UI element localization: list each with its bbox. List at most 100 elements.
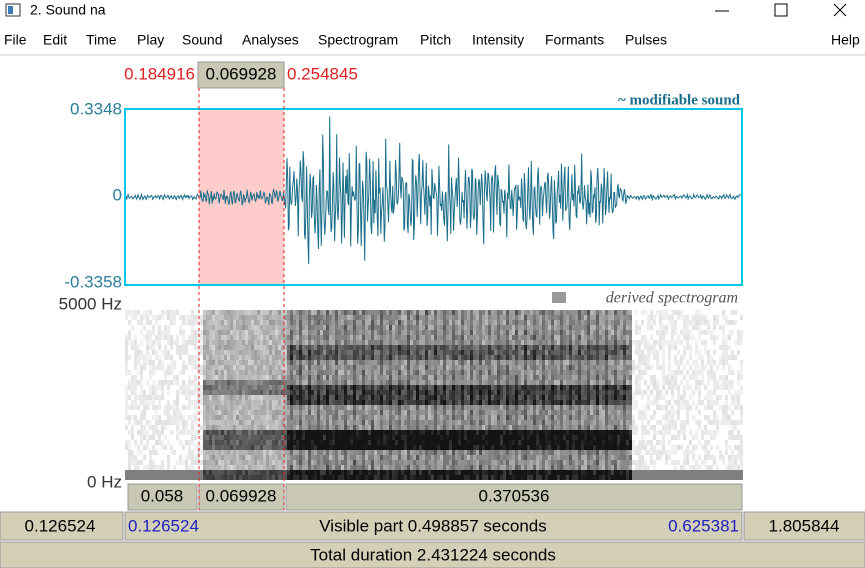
spectrogram-cell	[551, 425, 554, 430]
spectrogram-cell	[536, 355, 539, 360]
spectrogram-cell	[140, 315, 143, 320]
spectrogram-cell	[416, 390, 419, 395]
spectrogram-cell	[521, 400, 524, 405]
spectrogram-cell	[434, 385, 437, 390]
menu-item[interactable]: Pitch	[420, 32, 451, 48]
spectrogram-cell	[329, 340, 332, 345]
spectrogram-cell	[224, 380, 227, 385]
menu-item[interactable]: Pulses	[625, 32, 667, 48]
spectrogram-cell	[572, 430, 575, 435]
spectrogram-cell	[539, 310, 542, 315]
spectrogram-cell	[245, 450, 248, 455]
menu-item[interactable]: File	[4, 32, 27, 48]
spectrogram-cell	[575, 460, 578, 465]
spectrogram-cell	[215, 455, 218, 460]
spectrogram-cell	[485, 470, 488, 475]
spectrogram-cell	[314, 340, 317, 345]
menu-item[interactable]: Intensity	[472, 32, 524, 48]
spectrogram-cell	[470, 460, 473, 465]
close-button[interactable]	[833, 3, 847, 17]
spectrogram-cell	[215, 460, 218, 465]
spectrogram-cell	[479, 470, 482, 475]
spectrogram-cell	[500, 345, 503, 350]
spectrogram-cell	[440, 450, 443, 455]
spectrogram-cell	[446, 345, 449, 350]
spectrogram-cell	[527, 420, 530, 425]
spectrogram-cell	[389, 450, 392, 455]
menu-item[interactable]: Time	[86, 32, 117, 48]
spectrogram-cell	[362, 425, 365, 430]
spectrogram-cell	[545, 340, 548, 345]
spectrogram-cell	[404, 335, 407, 340]
waveform-frame[interactable]	[124, 108, 743, 286]
spectrogram-cell	[326, 395, 329, 400]
spectrogram-cell	[467, 350, 470, 355]
spectrogram-cell	[329, 395, 332, 400]
maximize-button[interactable]	[774, 3, 788, 17]
spectrogram-cell	[257, 340, 260, 345]
spectrogram-cell	[437, 435, 440, 440]
spectrogram-cell	[353, 390, 356, 395]
spectrogram-cell	[506, 455, 509, 460]
spectrogram-cell	[299, 390, 302, 395]
spectrogram-cell	[470, 435, 473, 440]
spectrogram-cell	[422, 470, 425, 475]
spectrogram-cell	[440, 320, 443, 325]
menu-item[interactable]: Help	[831, 32, 860, 48]
menu-item[interactable]: Formants	[545, 32, 604, 48]
spectrogram-cell	[446, 425, 449, 430]
spectrogram-cell	[359, 385, 362, 390]
spectrogram-cell	[452, 350, 455, 355]
spectrogram-cell	[494, 460, 497, 465]
waveform-label: ~ modifiable sound	[618, 92, 741, 108]
spectrogram-cell	[224, 435, 227, 440]
spectrogram-cell	[299, 455, 302, 460]
spectrogram-cell	[395, 440, 398, 445]
spectrogram-cell	[203, 365, 206, 370]
spectrogram-cell	[365, 470, 368, 475]
spectrogram-cell	[557, 330, 560, 335]
spectrogram-cell	[296, 430, 299, 435]
spectrogram-cell	[275, 345, 278, 350]
spectrogram-cell	[245, 400, 248, 405]
spectrogram-cell	[569, 390, 572, 395]
menu-item[interactable]: Spectrogram	[318, 32, 398, 48]
spectrogram-cell	[191, 380, 194, 385]
spectrogram-cell	[206, 320, 209, 325]
spectrogram-cell	[209, 430, 212, 435]
spectrogram-cell	[500, 460, 503, 465]
spectrogram-cell	[533, 315, 536, 320]
spectrogram-cell	[230, 335, 233, 340]
spectrogram-cell	[263, 385, 266, 390]
menu-item[interactable]: Analyses	[242, 32, 299, 48]
spectrogram-cell	[359, 415, 362, 420]
spectrogram-cell	[296, 410, 299, 415]
menu-item[interactable]: Sound	[182, 32, 222, 48]
spectrogram-cell	[404, 370, 407, 375]
spectrogram-cell	[410, 375, 413, 380]
selection-duration-box[interactable]	[197, 61, 285, 89]
spectrogram-cell	[311, 355, 314, 360]
spectrogram-cell	[287, 350, 290, 355]
spectrogram-cell	[587, 440, 590, 445]
spectrogram-cell	[434, 435, 437, 440]
spectrogram-cell	[236, 445, 239, 450]
menu-item[interactable]: Edit	[43, 32, 67, 48]
spectrogram-cell	[161, 465, 164, 470]
spectrogram-cell	[413, 320, 416, 325]
spectrogram-cell	[377, 415, 380, 420]
spectrogram-cell	[437, 335, 440, 340]
spectrogram-cell	[461, 410, 464, 415]
spectrogram-cell	[323, 320, 326, 325]
spectrogram-cell	[566, 455, 569, 460]
spectrogram-cell	[416, 385, 419, 390]
spectrogram-cell	[272, 460, 275, 465]
spectrogram-cell	[323, 330, 326, 335]
spectrogram-cell	[470, 360, 473, 365]
spectrogram-cell	[311, 380, 314, 385]
spectrogram-cell	[173, 310, 176, 315]
menu-item[interactable]: Play	[137, 32, 164, 48]
spectrogram-cell	[488, 425, 491, 430]
spectrogram-cell	[338, 465, 341, 470]
spectrogram-cell	[485, 310, 488, 315]
